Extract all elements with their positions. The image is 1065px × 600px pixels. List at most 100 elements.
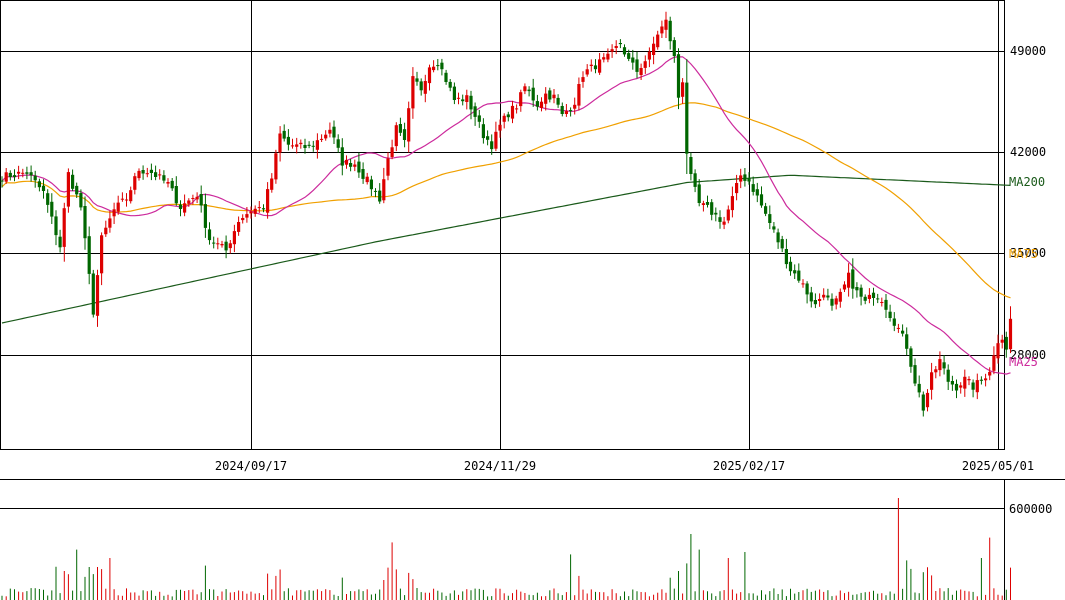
candle-body bbox=[772, 226, 776, 230]
candle-body bbox=[656, 34, 660, 48]
candle-body bbox=[133, 176, 137, 190]
candle-body bbox=[195, 196, 199, 200]
candle-body bbox=[788, 261, 793, 272]
price-tick-label: 28000 bbox=[1010, 348, 1046, 362]
ma200-line bbox=[1, 174, 1011, 324]
candle-body bbox=[826, 295, 830, 298]
candle-body bbox=[892, 318, 896, 326]
candle-body bbox=[149, 169, 153, 173]
candle-body bbox=[598, 59, 602, 73]
candle-body bbox=[809, 292, 813, 302]
candle-body bbox=[697, 184, 701, 203]
candle-body bbox=[71, 174, 75, 189]
candle-body bbox=[652, 43, 656, 55]
candle-body bbox=[805, 283, 809, 295]
candle-body bbox=[307, 144, 311, 146]
candle-body bbox=[880, 302, 884, 303]
candle-body bbox=[544, 93, 548, 104]
candle-body bbox=[535, 101, 539, 107]
candle-body bbox=[340, 147, 344, 166]
candle-body bbox=[938, 359, 942, 371]
candle-body bbox=[905, 334, 909, 349]
candle-body bbox=[863, 296, 867, 301]
ma-label: MA75 bbox=[1009, 247, 1038, 261]
candle-body bbox=[735, 183, 739, 194]
candlesticks bbox=[0, 11, 1013, 417]
candle-body bbox=[851, 269, 855, 289]
candle-body bbox=[610, 49, 614, 52]
candle-body bbox=[91, 273, 95, 315]
candle-body bbox=[710, 202, 714, 215]
candle-body bbox=[519, 92, 523, 107]
candle-body bbox=[216, 243, 220, 245]
candle-body bbox=[751, 184, 755, 192]
candle-body bbox=[842, 284, 847, 290]
candle-body bbox=[212, 242, 216, 244]
candle-body bbox=[622, 47, 627, 55]
candle-body bbox=[909, 348, 913, 367]
candle-body bbox=[660, 26, 664, 34]
candle-body bbox=[693, 173, 697, 187]
candle-body bbox=[415, 78, 419, 82]
candle-body bbox=[569, 110, 573, 112]
candle-body bbox=[818, 299, 822, 301]
candle-body bbox=[560, 106, 564, 114]
candle-body bbox=[336, 139, 340, 148]
candle-body bbox=[357, 161, 361, 173]
volume-tick-label: 600000 bbox=[1009, 502, 1052, 516]
price-tick-label: 35000 bbox=[1010, 246, 1046, 260]
candle-body bbox=[917, 383, 921, 393]
candle-body bbox=[668, 20, 672, 42]
candle-body bbox=[116, 202, 120, 212]
candle-body bbox=[232, 231, 236, 245]
candle-body bbox=[984, 378, 988, 381]
candle-body bbox=[726, 209, 730, 221]
candle-body bbox=[635, 59, 639, 72]
candle-body bbox=[79, 193, 83, 208]
candle-body bbox=[162, 175, 166, 181]
candle-body bbox=[510, 105, 515, 119]
candle-body bbox=[859, 287, 863, 297]
candle-body bbox=[996, 343, 1000, 359]
candle-body bbox=[473, 106, 477, 117]
candle-body bbox=[158, 174, 162, 176]
candle-body bbox=[166, 182, 170, 184]
candle-body bbox=[1004, 336, 1008, 350]
ma-label: MA25 bbox=[1009, 355, 1038, 369]
candle-body bbox=[104, 227, 108, 235]
candle-body bbox=[266, 189, 270, 213]
candle-body bbox=[764, 206, 768, 214]
candle-body bbox=[423, 81, 427, 94]
candle-body bbox=[83, 206, 87, 239]
candle-body bbox=[432, 66, 436, 71]
date-axis: 2024/09/17 2024/11/29 2025/02/17 2025/05/01 bbox=[0, 459, 1065, 480]
candle-body bbox=[494, 131, 498, 149]
candle-body bbox=[768, 214, 772, 223]
candle-body bbox=[12, 175, 17, 178]
candle-body bbox=[365, 176, 369, 183]
candle-body bbox=[481, 124, 485, 139]
candle-body bbox=[41, 185, 46, 191]
candle-body bbox=[784, 249, 788, 265]
candle-body bbox=[75, 185, 79, 195]
candle-body bbox=[66, 172, 70, 207]
candle-body bbox=[95, 275, 100, 316]
candle-body bbox=[730, 196, 734, 211]
candle-body bbox=[469, 95, 473, 110]
candle-body bbox=[54, 216, 58, 236]
candle-body bbox=[954, 383, 959, 391]
candle-body bbox=[847, 272, 851, 288]
candle-body bbox=[838, 291, 842, 302]
candle-body bbox=[199, 194, 203, 206]
candle-body bbox=[739, 175, 743, 182]
candle-body bbox=[602, 57, 606, 60]
candle-body bbox=[58, 236, 62, 248]
candle-body bbox=[1000, 339, 1004, 343]
candle-body bbox=[154, 172, 158, 177]
candle-body bbox=[191, 198, 195, 199]
date-label: 2025/02/17 bbox=[713, 459, 785, 473]
candle-body bbox=[187, 200, 191, 204]
candle-body bbox=[689, 157, 693, 174]
candle-body bbox=[465, 95, 469, 102]
